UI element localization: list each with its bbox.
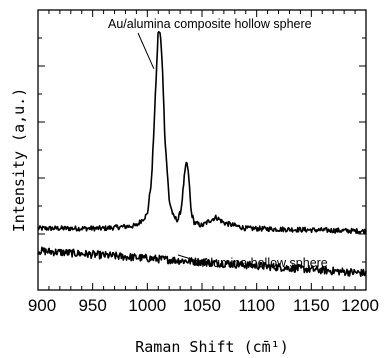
- annotation-leader-alumina: [177, 254, 205, 264]
- x-tick-label: 1200: [341, 296, 379, 315]
- x-tick-label: 1150: [293, 296, 330, 315]
- annotation-layer: Au/alumina composite hollow sphere Alumin…: [108, 17, 328, 270]
- y-axis-ticks: [38, 37, 366, 263]
- x-axis-ticks: 900 950 1000 1050 1100 1150 1200: [28, 10, 379, 315]
- x-tick-label: 1050: [183, 296, 221, 315]
- series-line-alumina: [37, 246, 367, 277]
- x-tick-label: 900: [28, 296, 56, 315]
- series-line-composite: [37, 30, 367, 235]
- plot-frame: [37, 9, 367, 291]
- y-axis-title: Intensity (a,u.): [10, 88, 28, 233]
- x-tick-label: 1000: [128, 296, 166, 315]
- x-tick-label: 1100: [238, 296, 275, 315]
- x-axis-title: Raman Shift (cm̄¹): [135, 338, 289, 356]
- annotation-leader-composite: [137, 32, 155, 70]
- annotation-alumina: Alumina hollow sphere: [202, 256, 328, 270]
- x-tick-label: 950: [78, 296, 106, 315]
- series-layer: [37, 30, 367, 277]
- annotation-composite: Au/alumina composite hollow sphere: [108, 17, 312, 31]
